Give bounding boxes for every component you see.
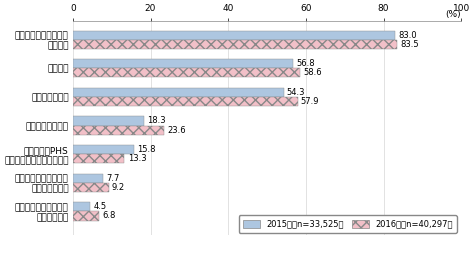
Text: 9.2: 9.2 [112,183,125,192]
Bar [73,59,293,68]
Text: 54.3: 54.3 [287,88,305,97]
Text: 83.5: 83.5 [400,40,419,49]
Bar [73,125,164,135]
Text: 18.3: 18.3 [147,116,165,125]
Bar [73,97,298,106]
Bar [73,40,397,49]
Bar [73,183,109,192]
Bar [73,145,134,154]
Text: 23.6: 23.6 [168,126,186,135]
Text: 15.8: 15.8 [137,145,156,154]
Text: (%): (%) [446,10,461,19]
Text: 58.6: 58.6 [303,68,322,77]
Legend: 2015年（n=33,525）, 2016年（n=40,297）: 2015年（n=33,525）, 2016年（n=40,297） [239,215,457,233]
Text: 57.9: 57.9 [301,97,319,106]
Bar [73,31,395,40]
Bar [73,202,91,211]
Bar [73,68,301,77]
Bar [73,88,284,97]
Text: 13.3: 13.3 [128,154,146,163]
Text: 83.0: 83.0 [398,31,417,40]
Bar [73,211,99,221]
Text: 4.5: 4.5 [93,202,107,211]
Text: 56.8: 56.8 [297,59,315,68]
Text: 7.7: 7.7 [106,174,119,183]
Bar [73,174,103,183]
Bar [73,154,125,163]
Bar [73,116,144,125]
Text: 6.8: 6.8 [102,212,116,221]
